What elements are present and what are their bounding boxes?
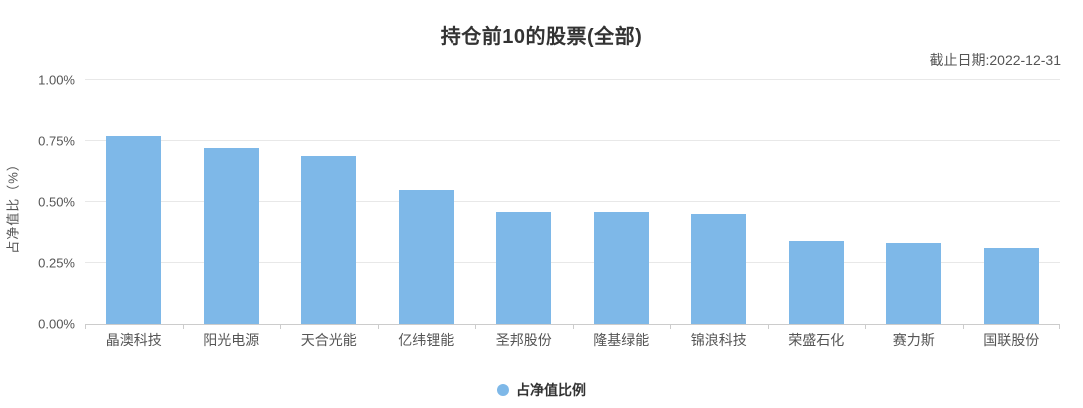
bar-亿纬锂能[interactable]: [398, 189, 454, 324]
bar-晶澳科技[interactable]: [106, 136, 162, 324]
gridline: [85, 140, 1060, 141]
x-category-label: 国联股份: [983, 332, 1040, 348]
x-category-label: 亿纬锂能: [398, 332, 455, 348]
x-axis-tick: [475, 324, 476, 329]
x-axis-tick: [670, 324, 671, 329]
x-category-label: 隆基绿能: [593, 332, 650, 348]
x-axis-tick: [767, 324, 769, 329]
x-axis-tick: [85, 324, 86, 329]
y-tick-label: 0.00%: [38, 316, 75, 332]
bar-国联股份[interactable]: [983, 248, 1039, 324]
bar-天合光能[interactable]: [301, 155, 357, 324]
bar-圣邦股份[interactable]: [496, 211, 552, 324]
date-note: 截止日期:2022-12-31: [929, 52, 1061, 68]
legend-marker-icon: [497, 384, 509, 396]
bar-隆基绿能[interactable]: [593, 211, 649, 324]
plot-area: 0.00% 0.25% 0.50% 0.75% 1.00%: [38, 73, 1060, 332]
legend-label: 占净值比例: [516, 382, 586, 398]
x-axis-tick: [280, 324, 281, 329]
x-axis-tick: [1059, 324, 1060, 329]
legend-item[interactable]: 占净值比例: [0, 380, 1083, 400]
y-tick-label: 0.75%: [38, 133, 75, 149]
x-category-label: 赛力斯: [892, 332, 935, 348]
x-category-label: 锦浪科技: [690, 332, 747, 348]
x-axis-tick: [865, 324, 866, 329]
bar-赛力斯[interactable]: [886, 243, 942, 324]
x-category-label: 荣盛石化: [788, 332, 845, 348]
bar-荣盛石化[interactable]: [788, 241, 844, 324]
x-axis-tick: [572, 324, 574, 329]
y-tick-label: 0.50%: [38, 194, 75, 210]
x-category-label: 阳光电源: [203, 332, 260, 348]
gridline: [85, 79, 1060, 80]
chart-title: 持仓前10的股票(全部): [440, 26, 643, 48]
x-axis-tick: [962, 324, 964, 329]
y-tick-label: 0.25%: [38, 255, 75, 271]
x-category-label: 晶澳科技: [105, 332, 162, 348]
x-category-label: 天合光能: [300, 332, 357, 348]
gridline: [85, 262, 1060, 263]
bar-阳光电源[interactable]: [203, 148, 259, 324]
bar-锦浪科技[interactable]: [691, 214, 747, 324]
gridline: [85, 201, 1060, 202]
y-tick-label: 1.00%: [38, 72, 75, 88]
x-axis-tick: [182, 324, 184, 329]
x-category-label: 圣邦股份: [495, 332, 552, 348]
x-axis-tick: [377, 324, 379, 329]
x-axis-labels: 晶澳科技 阳光电源 天合光能 亿纬锂能 圣邦股份 隆基绿能 锦浪科技 荣盛石化 赛力斯 国联股份: [85, 330, 1060, 350]
